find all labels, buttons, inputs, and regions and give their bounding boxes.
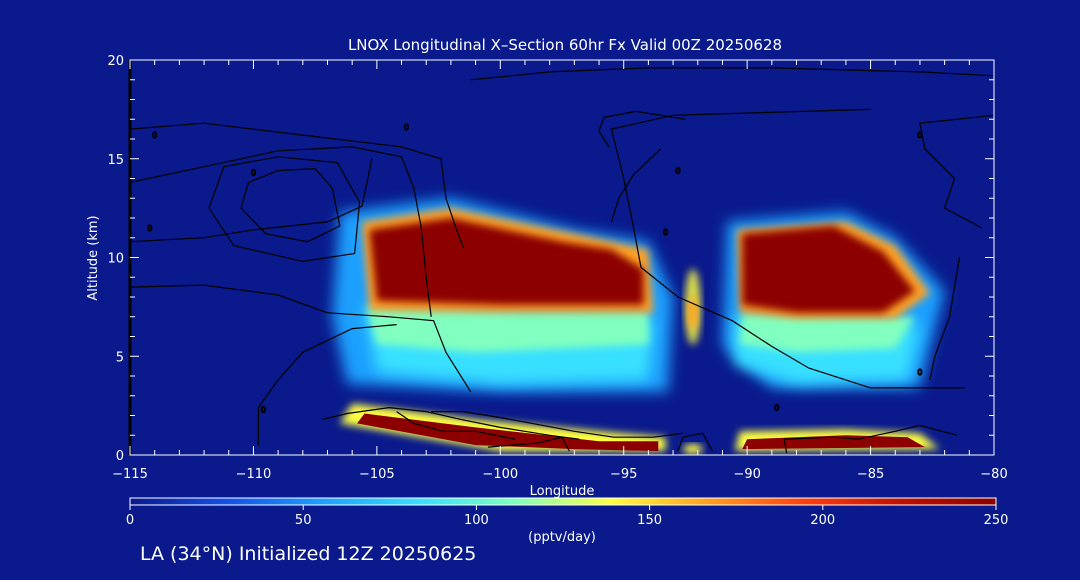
field-green-east — [739, 312, 915, 353]
x-tick-label: −80 — [980, 467, 1007, 482]
contour-line — [322, 406, 580, 440]
contour-lines: 0 0 0 0 0 0 0 0 0 0 — [130, 67, 994, 454]
contour-label: 0 — [147, 224, 152, 233]
contour-label: 0 — [917, 368, 922, 377]
plot-area: 0 0 0 0 0 0 0 0 0 0 — [130, 67, 994, 455]
field-green-west — [367, 306, 649, 353]
contour-line — [919, 114, 994, 229]
y-tick-label: 5 — [116, 350, 124, 365]
y-axis: 0 5 10 15 20 — [107, 54, 994, 464]
colorbar-bar — [129, 497, 997, 506]
colorbar-label: (pptv/day) — [528, 530, 596, 545]
contour-line — [130, 146, 432, 317]
field-low-west-core — [357, 413, 659, 452]
x-tick-label: −95 — [610, 467, 637, 482]
colorbar-tick-label: 0 — [126, 513, 134, 528]
x-tick-label: −105 — [359, 467, 395, 482]
colorbar-ticks: 0 50 100 150 200 250 — [126, 505, 1009, 528]
contour-line — [240, 167, 341, 243]
field-core-west — [369, 218, 644, 305]
x-tick-label: −110 — [236, 467, 272, 482]
contour-line — [610, 108, 965, 389]
contour-line — [487, 436, 570, 452]
contour-line — [130, 122, 464, 248]
contour-line — [396, 411, 516, 440]
colorbar-tick-label: 250 — [984, 513, 1009, 528]
contour-label: 0 — [675, 167, 680, 176]
field-core-east — [742, 225, 915, 313]
chart-title: LNOX Longitudinal X–Section 60hr Fx Vali… — [348, 36, 782, 54]
lnox-field — [332, 198, 945, 455]
y-tick-label: 10 — [107, 252, 124, 267]
y-tick-label: 15 — [107, 153, 124, 168]
contour-line — [929, 257, 960, 381]
y-tick-label: 0 — [116, 449, 124, 464]
colorbar: 0 50 100 150 200 250 (pptv/day) — [126, 497, 1009, 545]
contour-line — [783, 424, 958, 454]
contour-label: 0 — [663, 228, 668, 237]
contour-line — [257, 324, 397, 446]
contour-line — [470, 67, 994, 81]
y-axis-label: Altitude (km) — [86, 215, 101, 300]
colorbar-tick-label: 100 — [464, 513, 489, 528]
x-axis: −115 −110 −105 −100 −95 −90 −85 −80 — [112, 60, 1008, 482]
x-tick-label: −115 — [112, 467, 148, 482]
colorbar-tick-label: 50 — [295, 513, 312, 528]
contour-line — [130, 284, 472, 393]
contour-line — [431, 411, 684, 438]
contour-line — [598, 110, 686, 148]
field-low-column — [682, 444, 703, 455]
contour-line — [130, 158, 373, 243]
x-tick-label: −90 — [733, 467, 760, 482]
contour-line — [208, 156, 361, 263]
x-axis-label: Longitude — [530, 484, 595, 499]
x-tick-label: −100 — [482, 467, 518, 482]
y-tick-label: 20 — [107, 54, 124, 69]
footer-caption: LA (34°N) Initialized 12Z 20250625 — [140, 543, 477, 565]
contour-label: 0 — [917, 131, 922, 140]
x-tick-label: −85 — [857, 467, 884, 482]
contour-label: 0 — [774, 404, 779, 413]
contour-line — [610, 148, 662, 223]
contour-line — [677, 432, 714, 452]
colorbar-tick-label: 150 — [637, 513, 662, 528]
contour-label: 0 — [261, 406, 266, 415]
colorbar-tick-label: 200 — [810, 513, 835, 528]
contour-label: 0 — [404, 123, 409, 132]
contour-label: 0 — [251, 169, 256, 178]
contour-label: 0 — [152, 131, 157, 140]
